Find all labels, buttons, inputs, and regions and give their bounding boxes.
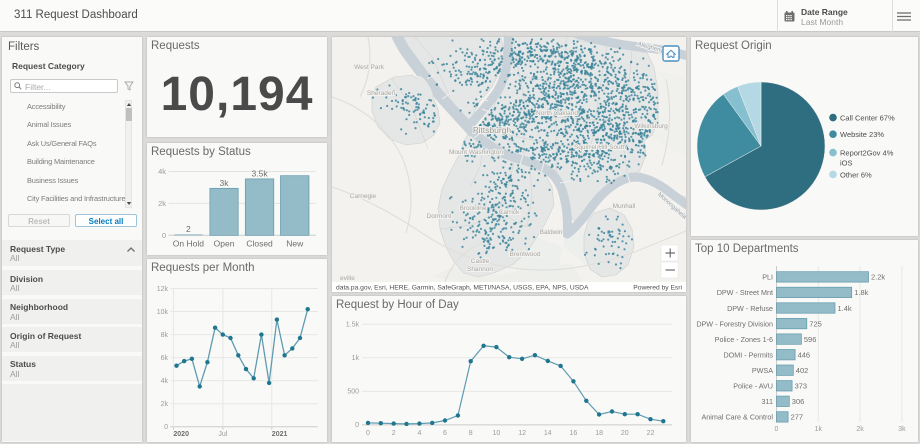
svg-text:2k: 2k — [856, 426, 864, 433]
svg-text:6k: 6k — [161, 355, 169, 362]
svg-text:New: New — [286, 238, 304, 248]
svg-text:West Park: West Park — [354, 64, 385, 71]
svg-text:DPW - Forestry Division: DPW - Forestry Division — [696, 319, 773, 328]
svg-text:Powered by Esri: Powered by Esri — [633, 285, 682, 292]
svg-text:373: 373 — [795, 382, 808, 391]
svg-text:Report2Gov 4%: Report2Gov 4% — [840, 149, 894, 158]
svg-text:0: 0 — [162, 231, 166, 240]
svg-text:Carrick: Carrick — [499, 209, 520, 216]
svg-text:0: 0 — [355, 422, 359, 429]
svg-text:500: 500 — [347, 389, 359, 396]
svg-text:eville: eville — [340, 275, 355, 282]
svg-text:10: 10 — [493, 430, 501, 437]
svg-text:3k: 3k — [220, 178, 230, 188]
svg-text:2: 2 — [392, 430, 396, 437]
svg-text:10k: 10k — [157, 309, 169, 316]
svg-text:Other 6%: Other 6% — [840, 170, 872, 179]
svg-text:iOS: iOS — [840, 159, 853, 168]
svg-text:2020: 2020 — [173, 431, 189, 438]
svg-text:18: 18 — [595, 430, 603, 437]
svg-text:Shannon: Shannon — [467, 266, 493, 273]
svg-text:DPW - Refuse: DPW - Refuse — [727, 304, 773, 313]
svg-text:Call Center 67%: Call Center 67% — [840, 114, 895, 123]
svg-text:2: 2 — [186, 224, 191, 234]
svg-text:0: 0 — [366, 430, 370, 437]
svg-text:PLI: PLI — [762, 273, 773, 282]
svg-text:16: 16 — [570, 430, 578, 437]
svg-text:402: 402 — [796, 366, 809, 375]
svg-text:20: 20 — [621, 430, 629, 437]
svg-text:8: 8 — [469, 430, 473, 437]
svg-text:2k: 2k — [161, 401, 169, 408]
svg-text:Brookline: Brookline — [459, 205, 486, 212]
svg-text:306: 306 — [792, 397, 805, 406]
svg-text:1.8k: 1.8k — [854, 288, 868, 297]
svg-text:Open: Open — [214, 238, 235, 248]
svg-text:0: 0 — [164, 424, 168, 431]
svg-text:Closed: Closed — [246, 238, 273, 248]
svg-text:Pittsburgh: Pittsburgh — [473, 125, 512, 135]
svg-text:2021: 2021 — [272, 431, 288, 438]
svg-text:725: 725 — [809, 319, 822, 328]
svg-text:4k: 4k — [161, 378, 169, 385]
svg-text:Castle: Castle — [471, 258, 490, 265]
svg-text:PWSA: PWSA — [752, 366, 773, 375]
svg-text:Dormont: Dormont — [427, 213, 452, 220]
svg-text:North Oakland: North Oakland — [536, 110, 578, 117]
svg-text:Jul: Jul — [218, 431, 227, 438]
svg-text:DOMI - Permits: DOMI - Permits — [723, 351, 773, 360]
svg-text:0: 0 — [775, 426, 779, 433]
svg-text:Wilkinsburg: Wilkinsburg — [634, 123, 668, 130]
svg-text:1k: 1k — [815, 426, 823, 433]
svg-text:Animal Care & Control: Animal Care & Control — [701, 413, 773, 422]
svg-text:data.pa.gov, Esri, HERE, Garmi: data.pa.gov, Esri, HERE, Garmin, SafeGra… — [336, 285, 589, 292]
svg-text:Baldwin: Baldwin — [540, 229, 563, 236]
svg-text:4k: 4k — [158, 167, 166, 176]
svg-text:Carnegie: Carnegie — [350, 193, 377, 200]
svg-text:596: 596 — [804, 335, 817, 344]
svg-text:277: 277 — [791, 413, 804, 422]
svg-text:Police - Zones 1-6: Police - Zones 1-6 — [715, 335, 773, 344]
svg-text:Website 23%: Website 23% — [840, 130, 884, 139]
svg-text:Brentwood: Brentwood — [509, 251, 540, 258]
svg-text:3.5k: 3.5k — [252, 168, 269, 178]
svg-text:8k: 8k — [161, 332, 169, 339]
svg-text:Munhall: Munhall — [613, 203, 636, 210]
svg-text:Squirrel Hill South: Squirrel Hill South — [574, 144, 626, 151]
svg-text:Police - AVU: Police - AVU — [733, 382, 773, 391]
svg-text:22: 22 — [647, 430, 655, 437]
svg-text:1k: 1k — [352, 355, 360, 362]
svg-text:12: 12 — [518, 430, 526, 437]
svg-text:2k: 2k — [158, 199, 166, 208]
svg-text:Mount Washington: Mount Washington — [449, 149, 503, 156]
svg-text:DPW - Street Mnt: DPW - Street Mnt — [717, 288, 773, 297]
svg-text:On Hold: On Hold — [173, 238, 204, 248]
svg-text:4: 4 — [417, 430, 421, 437]
svg-text:446: 446 — [798, 351, 811, 360]
svg-text:2.2k: 2.2k — [871, 273, 885, 282]
svg-text:14: 14 — [544, 430, 552, 437]
svg-text:6: 6 — [443, 430, 447, 437]
svg-text:1.4k: 1.4k — [838, 304, 852, 313]
svg-text:Sheraden: Sheraden — [367, 90, 396, 97]
svg-text:12k: 12k — [157, 286, 169, 293]
svg-text:1.5k: 1.5k — [346, 322, 360, 329]
svg-text:311: 311 — [762, 397, 773, 406]
svg-text:3k: 3k — [898, 426, 906, 433]
